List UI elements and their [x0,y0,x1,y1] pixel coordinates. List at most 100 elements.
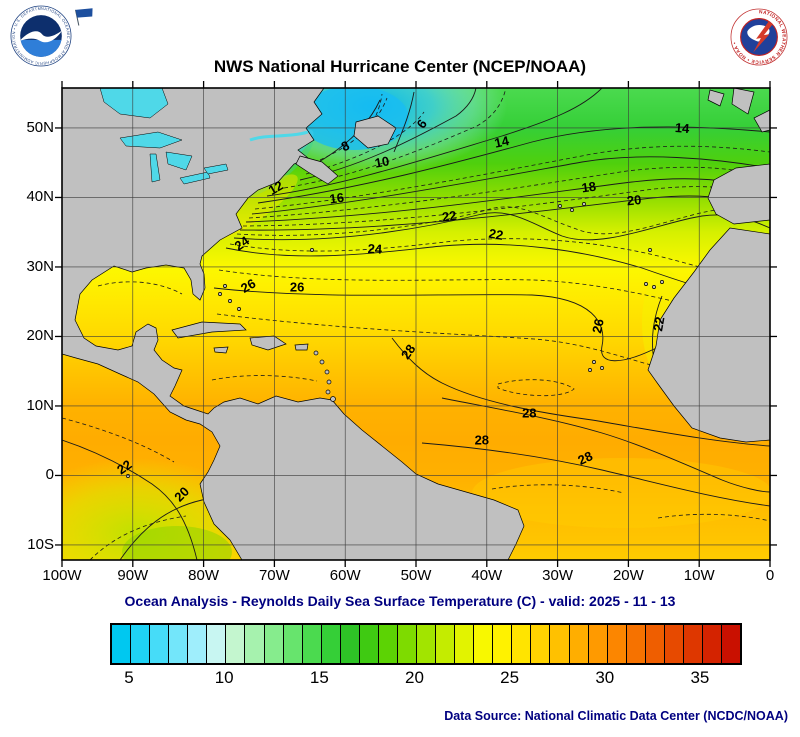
colorbar-segment [283,625,303,663]
lat-tick-label: 10N [26,396,54,414]
contour-label: 26 [290,280,304,295]
contour-label: 28 [398,342,419,362]
colorbar-segment [131,625,151,663]
contour-label: 18 [581,179,597,196]
colorbar-segment [264,625,284,663]
colorbar-segment [531,625,551,663]
landmass-newfoundland [353,115,397,149]
colorbar-tick-label: 25 [500,668,520,687]
colorbar-segment [645,625,665,663]
lon-tick-label: 80W [188,567,220,584]
colorbar-segment [112,625,132,663]
colorbar-segment [474,625,494,663]
grid-lines [62,88,770,560]
lakes [99,88,309,185]
colorbar [110,623,742,665]
contour-label: 10 [374,153,391,170]
lon-tick-label: 20W [612,567,644,584]
colorbar-tick-label: 35 [690,668,710,687]
colorbar-segment [340,625,360,663]
colorbar-tick-label: 5 [124,668,134,687]
contour-label: 26 [238,276,258,296]
colorbar-segment [683,625,703,663]
colorbar-segment [359,625,379,663]
noaa-seal-ocean [20,39,62,57]
colorbar-segment [493,625,513,663]
lat-tick-label: 40N [26,188,54,206]
lon-tick-label: 50W [400,567,432,584]
colorbar-segment [588,625,608,663]
contour-label: 14 [493,133,511,151]
contour-label: 22 [441,208,457,225]
page-title: NWS National Hurricane Center (NCEP/NOAA… [213,57,587,76]
data-source-note: Data Source: National Climatic Data Cent… [444,709,788,723]
landmass-iberia [707,163,770,225]
colorbar-segment [702,625,722,663]
peru-upwelling [122,526,232,560]
lon-tick-label: 0 [765,567,775,584]
contour-label: 22 [488,226,505,243]
nws-bolt-icon [753,21,773,53]
colorbar-segment [397,625,417,663]
colorbar-segment [436,625,456,663]
colorbar-segment [664,625,684,663]
contour-label: 22 [650,316,667,333]
colorbar-segment [226,625,246,663]
landmass-britain [731,88,755,115]
colorbar-segment [302,625,322,663]
colorbar-tick-label: 20 [405,668,424,687]
colorbar-tick-label: 10 [214,668,234,687]
lat-tick-label: 10S [27,535,54,553]
colorbar-ticks: 5 10 15 20 25 30 35 [110,668,738,692]
islands [126,202,664,478]
colorbar-segment [321,625,341,663]
colorbar-tick-label: 30 [595,668,615,687]
contour-label: 20 [626,192,642,208]
colorbar-segment [626,625,646,663]
landmass-nova-scotia [295,155,339,185]
colorbar-segment [722,625,741,663]
contour-label: 12 [266,178,286,198]
contour-label: 28 [475,433,489,448]
colorbar-segment [550,625,570,663]
colorbar-segment [512,625,532,663]
lon-tick-label: 60W [329,567,361,584]
lon-tick-label: 40W [471,567,503,584]
contour-label: 26 [589,317,607,334]
landmass-ireland [707,89,725,107]
lon-tick-label: 90W [117,567,149,584]
colorbar-segment [150,625,170,663]
lat-tick-label: 50N [26,118,54,136]
map-caption: Ocean Analysis - Reynolds Daily Sea Surf… [124,593,676,609]
contour-label: 22 [114,457,134,478]
lat-tick-label: 20N [26,327,54,345]
colorbar-segment [455,625,475,663]
colorbar-tick-label: 15 [309,668,329,687]
colorbar-segment [607,625,627,663]
noaa-logo: NATIONAL OCEANIC AND ATMOSPHERIC ADMINIS… [10,5,72,67]
lon-tick-label: 100W [42,567,82,584]
lat-tick-label: 0 [45,466,54,484]
flag-icon [75,8,93,26]
colorbar-segment [245,625,265,663]
contour-label: 16 [328,190,344,207]
landmass-france [753,109,770,133]
landmass-americas [62,88,525,560]
nws-logo: NATIONAL WEATHER SERVICE • NOAA • [730,8,788,66]
landmass-africa [647,227,770,443]
lon-tick-label: 30W [542,567,574,584]
contour-label: 28 [522,405,536,420]
plot-frame [61,87,771,561]
contour-label: 24 [367,241,383,257]
colorbar-segment [188,625,208,663]
lon-tick-label: 10W [683,567,715,584]
colorbar-segment [417,625,437,663]
contour-label: 14 [674,120,690,136]
colorbar-segment [378,625,398,663]
colorbar-segment [207,625,227,663]
colorbar-segment [569,625,589,663]
noaa-gull-icon [20,30,62,43]
colorbar-segment [169,625,189,663]
